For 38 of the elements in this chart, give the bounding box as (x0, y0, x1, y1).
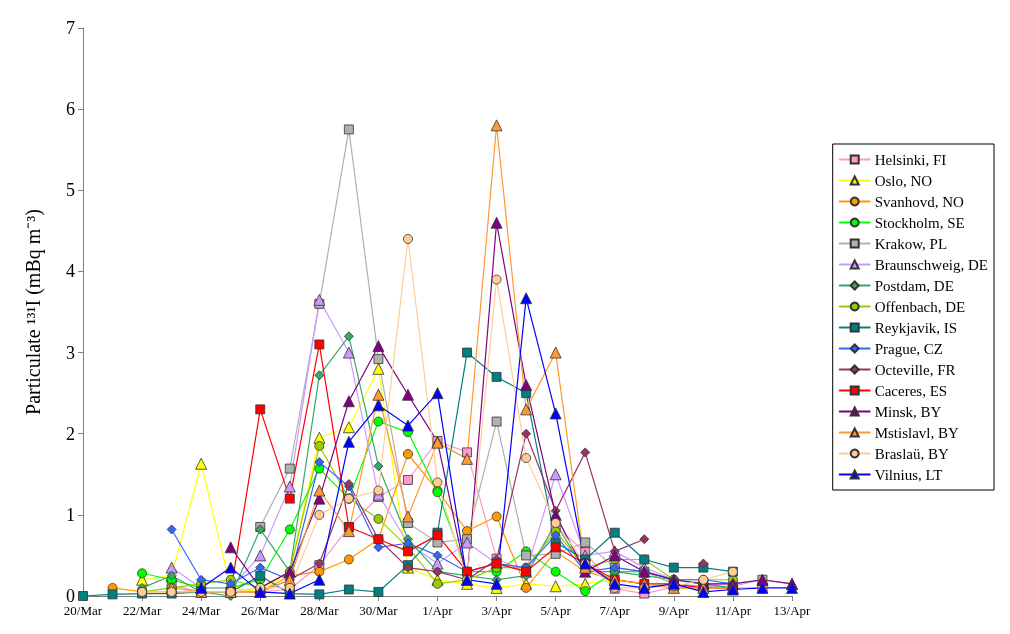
legend-label: Minsk, BY (874, 403, 942, 420)
legend-label: Prague, CZ (874, 340, 944, 357)
x-tick-label: 7/Apr (599, 603, 631, 618)
legend-label: Offenbach, DE (874, 298, 966, 315)
x-tick-label: 24/Mar (182, 603, 221, 618)
legend-label: Oslo, NO (874, 172, 933, 189)
legend-label: Braunschweig, DE (874, 256, 989, 273)
x-tick-label: 30/Mar (359, 603, 399, 618)
legend-label: Postdam, DE (874, 277, 954, 294)
y-tick-label: 7 (66, 18, 75, 38)
legend-label: Octeville, FR (874, 361, 956, 378)
y-tick-label: 3 (66, 342, 75, 363)
y-tick-label: 4 (66, 261, 75, 282)
y-tick-label: 2 (66, 423, 75, 444)
legend-label: Stockholm, SE (874, 214, 965, 231)
legend-label: Braslaü, BY (874, 445, 950, 462)
x-tick-label: 28/Mar (300, 603, 340, 618)
legend-label: Reykjavik, IS (874, 319, 958, 336)
legend-label: Vilnius, LT (874, 466, 943, 483)
x-tick-label: 13/Apr (773, 603, 812, 618)
y-tick-label: 1 (66, 504, 75, 525)
x-tick-label: 1/Apr (422, 603, 454, 618)
legend-label: Caceres, ES (874, 382, 948, 399)
x-tick-label: 22/Mar (122, 603, 162, 618)
x-tick-label: 20/Mar (63, 603, 103, 618)
y-axis-title: Particulate ¹³¹I (mBq m⁻³) (22, 209, 45, 415)
y-tick-label: 5 (66, 180, 75, 201)
legend-label: Svanhovd, NO (874, 193, 965, 210)
y-tick-label: 6 (66, 99, 75, 120)
x-tick-label: 26/Mar (241, 603, 281, 618)
x-tick-label: 5/Apr (540, 603, 572, 618)
x-tick-label: 3/Apr (481, 603, 513, 618)
legend-label: Mstislavl, BY (874, 424, 960, 441)
x-tick-label: 11/Apr (714, 603, 752, 618)
y-tick-label: 0 (66, 586, 75, 606)
x-tick-label: 9/Apr (658, 603, 690, 618)
legend-label: Krakow, PL (874, 235, 948, 252)
legend-label: Helsinki, FI (874, 151, 947, 168)
